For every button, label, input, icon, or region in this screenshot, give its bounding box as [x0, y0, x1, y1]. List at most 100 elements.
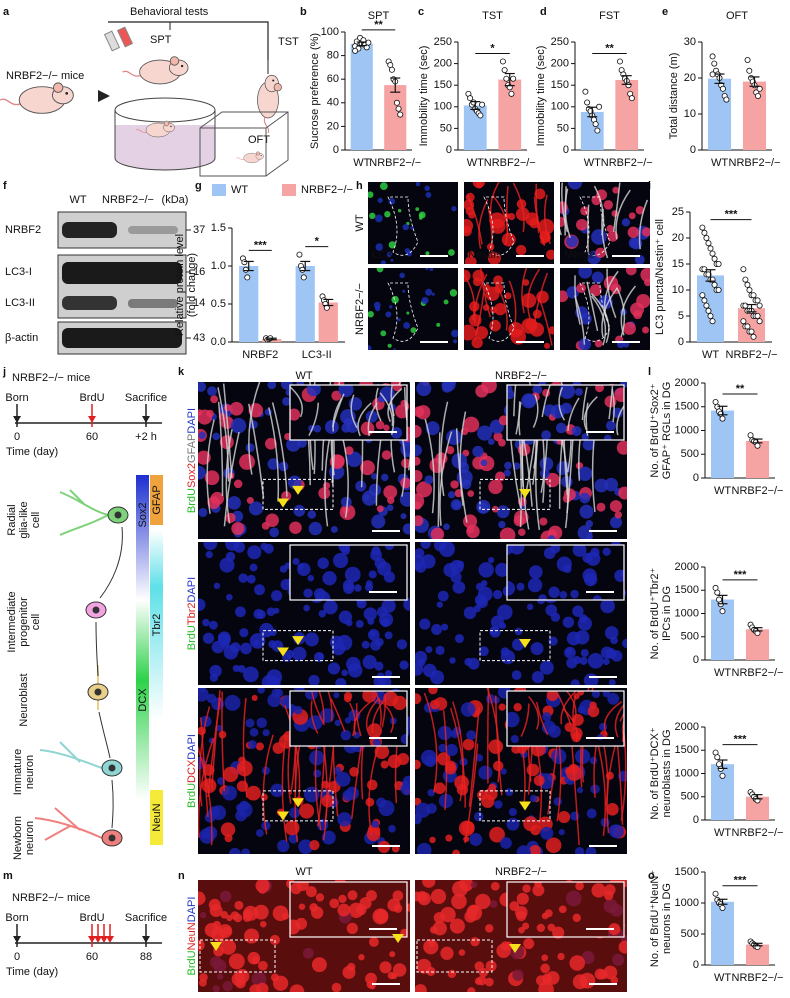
mouse-tail	[263, 116, 270, 134]
cell	[572, 974, 588, 990]
fiber	[527, 268, 541, 319]
cell	[313, 651, 325, 663]
cell	[242, 666, 259, 683]
cell-process	[39, 741, 103, 769]
cell	[449, 657, 456, 664]
cell	[373, 301, 381, 309]
cell	[415, 207, 420, 211]
cell	[384, 631, 393, 640]
cell	[415, 802, 431, 818]
cell	[451, 329, 458, 338]
cell	[216, 973, 224, 980]
fiber	[268, 407, 280, 502]
data-point	[503, 75, 510, 82]
roi-box	[479, 630, 551, 662]
cell	[271, 590, 283, 602]
cell	[257, 688, 265, 694]
cell	[478, 646, 489, 657]
bar	[745, 796, 770, 820]
timeline-tick-label: 60	[86, 431, 98, 443]
x-tick-label: NRBF2−/−	[484, 157, 536, 169]
fiber	[375, 692, 382, 726]
fiber	[586, 281, 599, 332]
cell	[577, 691, 585, 696]
cell	[388, 824, 396, 833]
y-tick-label: 10	[672, 284, 684, 296]
cell	[498, 520, 506, 529]
marker-bar	[150, 475, 163, 525]
micrograph	[290, 545, 407, 600]
mouse-eye	[170, 125, 172, 128]
fiber	[455, 428, 468, 523]
cell	[383, 485, 398, 500]
cell	[400, 513, 407, 520]
data-point	[711, 60, 718, 67]
cell	[644, 278, 650, 287]
cell	[579, 656, 588, 666]
mouse-icon	[0, 82, 74, 114]
cell	[589, 284, 602, 297]
cell	[206, 693, 217, 704]
cell	[347, 962, 356, 972]
cell	[589, 701, 597, 709]
cell	[550, 612, 561, 622]
data-point	[705, 240, 712, 247]
cell	[572, 913, 581, 923]
cell	[431, 624, 443, 635]
cell	[468, 211, 476, 219]
cell	[450, 480, 459, 489]
cell-nucleus	[92, 606, 100, 614]
cell	[284, 820, 300, 836]
cell	[374, 214, 383, 223]
y-axis-label: GFAP⁺ RGLs in DG	[661, 382, 673, 480]
mouse-ear	[169, 56, 180, 66]
fiber	[606, 268, 617, 319]
fiber	[199, 706, 211, 807]
cell	[305, 691, 318, 700]
cell	[512, 462, 521, 470]
data-point	[703, 302, 710, 309]
cell	[331, 390, 342, 401]
cell	[332, 454, 345, 468]
y-tick-label: 40	[327, 97, 339, 109]
cell	[526, 763, 540, 777]
cell	[463, 416, 480, 433]
micrograph	[507, 385, 624, 440]
cell	[198, 409, 213, 425]
cell	[488, 557, 495, 564]
cell	[422, 880, 436, 888]
cell	[224, 694, 241, 711]
timeline-tick-label: 0	[14, 431, 20, 443]
marker-label: DCX	[137, 688, 149, 712]
cell	[249, 727, 259, 737]
cell	[521, 293, 537, 308]
fiber	[521, 268, 528, 314]
cell	[627, 226, 640, 239]
cell	[472, 445, 484, 458]
cell	[395, 404, 407, 419]
cell	[420, 542, 431, 549]
cell	[425, 251, 430, 256]
blot-band	[62, 296, 117, 310]
micrograph	[464, 182, 554, 264]
y-tick-label: 80	[327, 50, 339, 62]
cell	[494, 800, 503, 809]
cell	[415, 424, 422, 438]
cell	[384, 545, 395, 551]
cell	[234, 900, 244, 910]
cell	[500, 837, 512, 849]
data-point	[744, 57, 751, 64]
cell	[625, 268, 637, 276]
micrograph	[560, 182, 650, 264]
y-tick-label: 0	[446, 144, 452, 156]
bar	[710, 599, 735, 660]
bar	[742, 81, 767, 150]
cell	[509, 545, 525, 555]
cell	[538, 981, 554, 992]
cell	[475, 754, 483, 762]
cell	[587, 705, 600, 718]
fiber	[565, 691, 577, 723]
channel-label: LC3	[372, 249, 392, 261]
